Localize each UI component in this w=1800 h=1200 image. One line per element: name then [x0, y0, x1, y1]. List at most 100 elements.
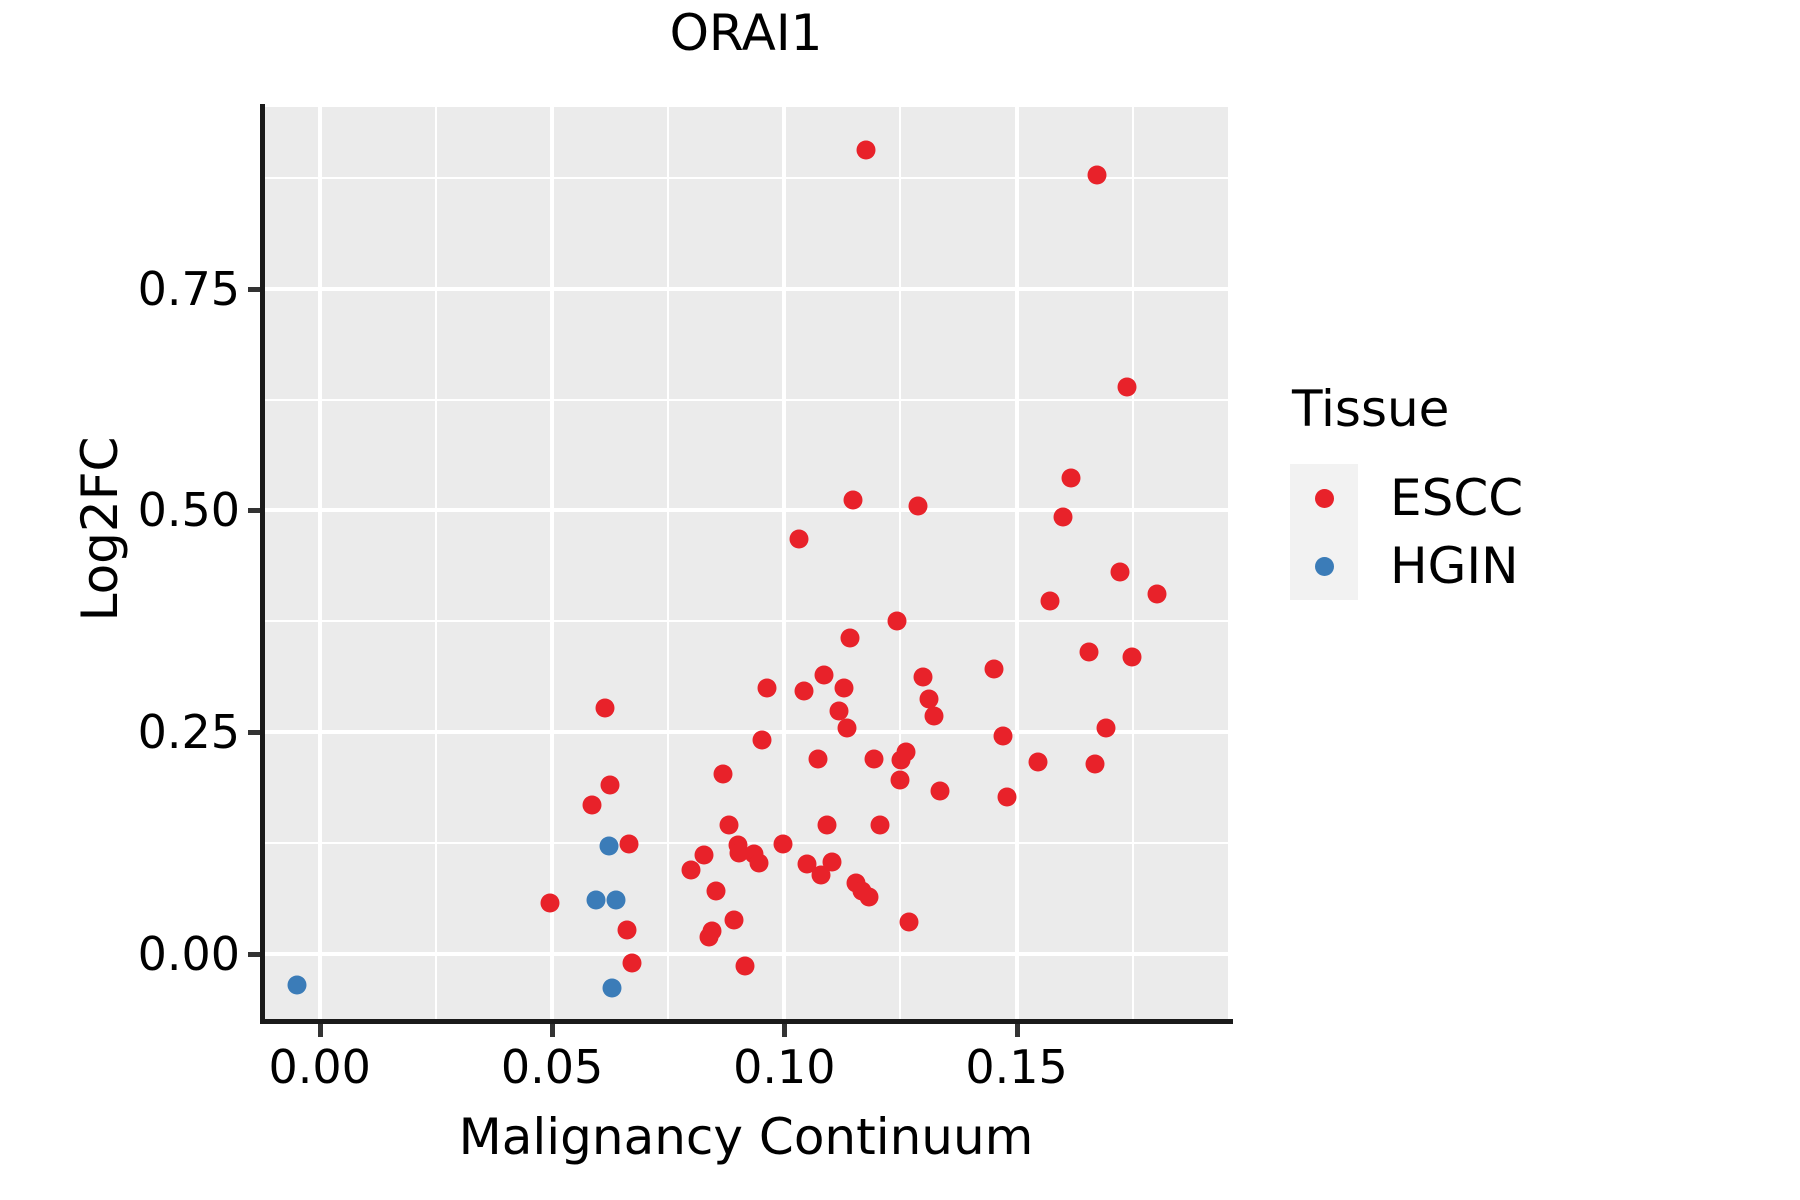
data-point-escc — [1117, 377, 1137, 397]
y-tick-label: 0.75 — [137, 261, 240, 316]
data-point-escc — [843, 490, 863, 510]
y-tick-mark — [248, 286, 260, 292]
data-point-escc — [814, 665, 834, 685]
data-point-escc — [890, 770, 910, 790]
gridline-minor-vertical — [899, 107, 902, 1020]
gridline-major-horizontal — [264, 729, 1228, 734]
plot-panel — [264, 107, 1228, 1020]
data-point-escc — [924, 706, 944, 726]
y-tick-mark — [248, 508, 260, 514]
gridline-minor-horizontal — [264, 176, 1228, 179]
legend-item-label: ESCC — [1390, 469, 1524, 527]
data-point-escc — [896, 742, 916, 762]
data-point-escc — [595, 698, 615, 718]
data-point-hgin — [599, 836, 619, 856]
data-point-escc — [713, 764, 733, 784]
data-point-escc — [808, 749, 828, 769]
data-point-escc — [919, 689, 939, 709]
data-point-hgin — [602, 978, 621, 998]
gridline-major-horizontal — [264, 951, 1228, 956]
legend: Tissue ESCC HGIN — [1290, 380, 1760, 600]
data-point-escc — [794, 681, 814, 701]
x-tick-label: 0.15 — [965, 1040, 1068, 1094]
y-tick-mark — [248, 729, 260, 735]
data-point-escc — [706, 881, 726, 901]
gridline-major-vertical — [317, 107, 322, 1020]
legend-item-escc[interactable]: ESCC — [1290, 464, 1760, 532]
data-point-escc — [1028, 752, 1048, 772]
gridline-minor-vertical — [434, 107, 437, 1020]
y-tick-label: 0.50 — [137, 483, 240, 538]
data-point-escc — [870, 815, 890, 835]
legend-dot-icon — [1314, 556, 1334, 576]
data-point-escc — [729, 843, 749, 863]
y-tick-label: 0.25 — [137, 704, 240, 759]
data-point-escc — [681, 860, 701, 880]
data-point-escc — [899, 912, 919, 932]
data-point-hgin — [606, 890, 626, 910]
legend-item-label: HGIN — [1390, 537, 1519, 595]
data-point-escc — [1110, 562, 1130, 582]
data-point-escc — [582, 795, 602, 815]
data-point-escc — [1053, 507, 1073, 527]
data-point-escc — [617, 920, 637, 940]
data-point-escc — [797, 854, 817, 874]
data-point-escc — [829, 701, 849, 721]
legend-item-hgin[interactable]: HGIN — [1290, 532, 1760, 600]
gridline-major-horizontal — [264, 508, 1228, 513]
data-point-escc — [913, 667, 933, 687]
data-point-escc — [864, 749, 884, 769]
x-tick-mark — [782, 1024, 788, 1037]
data-point-escc — [1079, 642, 1099, 662]
data-point-escc — [993, 726, 1013, 746]
data-point-escc — [1061, 468, 1081, 488]
x-tick-label: 0.00 — [268, 1040, 371, 1094]
gridline-major-vertical — [550, 107, 555, 1020]
gridline-minor-horizontal — [264, 398, 1228, 401]
data-point-escc — [600, 775, 620, 795]
gridline-minor-vertical — [1131, 107, 1134, 1020]
gridline-major-vertical — [782, 107, 787, 1020]
data-point-escc — [724, 910, 744, 930]
data-point-escc — [622, 953, 642, 973]
legend-key-swatch — [1290, 532, 1358, 600]
data-point-escc — [702, 921, 722, 941]
gridline-minor-horizontal — [264, 620, 1228, 623]
data-point-hgin — [586, 890, 606, 910]
data-point-escc — [859, 887, 879, 907]
legend-entries: ESCC HGIN — [1290, 464, 1760, 600]
data-point-escc — [887, 611, 907, 631]
data-point-escc — [908, 496, 928, 516]
page-title: ORAI1 — [669, 4, 823, 62]
data-point-escc — [619, 834, 639, 854]
data-point-escc — [984, 659, 1004, 679]
legend-title: Tissue — [1292, 380, 1450, 438]
legend-dot-icon — [1314, 488, 1334, 508]
x-tick-mark — [317, 1024, 323, 1037]
y-tick-mark — [248, 951, 260, 957]
y-tick-label: 0.00 — [137, 926, 240, 981]
data-point-escc — [930, 781, 950, 801]
data-point-escc — [540, 893, 560, 913]
data-point-escc — [1122, 647, 1142, 667]
data-point-escc — [1147, 584, 1167, 604]
data-point-escc — [757, 678, 777, 698]
data-point-escc — [719, 815, 739, 835]
data-point-escc — [840, 628, 860, 648]
data-point-escc — [817, 815, 837, 835]
data-point-escc — [837, 718, 857, 738]
data-point-escc — [1085, 754, 1105, 774]
x-tick-label: 0.05 — [500, 1040, 604, 1094]
y-axis-line — [260, 104, 265, 1023]
x-tick-mark — [1014, 1024, 1020, 1037]
x-tick-mark — [550, 1024, 556, 1037]
data-point-escc — [1087, 165, 1107, 185]
data-point-hgin — [287, 975, 307, 995]
gridline-major-horizontal — [264, 286, 1228, 291]
data-point-escc — [694, 845, 714, 865]
x-tick-label: 0.10 — [733, 1040, 836, 1094]
legend-key-swatch — [1290, 464, 1358, 532]
y-axis-label: Log2FC — [71, 436, 129, 622]
x-axis-line — [260, 1019, 1233, 1024]
